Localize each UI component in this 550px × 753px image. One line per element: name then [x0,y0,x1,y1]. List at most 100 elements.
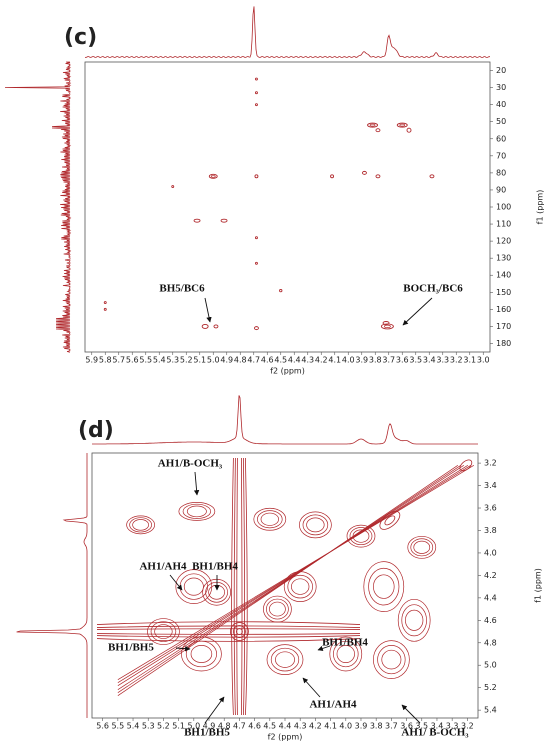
y-tick-label: 4.8 [484,638,497,647]
annotation-arrow [204,297,212,323]
x-tick-label: 3.7 [385,722,398,731]
contour [413,540,431,554]
contour [375,174,381,179]
annotation-arrow [401,704,421,724]
contour [363,561,405,612]
y-tick-label: 140 [496,271,511,280]
x-tick-label: 4.3 [301,356,314,365]
y-tick-label: 100 [496,203,511,212]
contour [233,457,246,716]
contour [182,503,212,519]
contour [270,647,300,672]
contour [178,502,216,521]
x-tick-label: 3.6 [400,722,413,731]
contour [132,519,149,531]
annotation: AH1/AH4 [139,561,187,573]
y-tick-label: 130 [496,254,511,263]
contour [254,326,259,331]
contour [255,261,258,265]
x-tick-label: 5.3 [166,356,179,365]
contour [406,127,412,133]
y-tick-label: 80 [496,168,506,177]
contour [255,77,258,81]
x-tick-label: 4.4 [279,722,292,731]
contour [236,457,243,716]
x-tick-label: 5.6 [126,356,139,365]
contour [117,465,472,693]
contour [377,645,406,675]
x-tick-label: 3.9 [355,722,368,731]
y-tick-label: 5.2 [484,683,497,692]
contour [126,515,155,535]
y-tick-label: 5.0 [484,661,497,670]
contour [397,598,431,642]
contour [379,510,401,530]
x-tick-label: 4.8 [218,722,231,731]
annotation: BH5/BC6 [159,283,205,295]
contour [129,517,152,533]
contour [266,644,304,675]
annotation: AH1/AH4 [309,699,357,711]
contour [266,598,289,620]
annotation-arrow [193,471,200,496]
y-tick-label: 3.4 [484,481,497,490]
annotation: BH1/BH4 [192,561,238,573]
x-tick-label: 4.1 [328,356,341,365]
x-tick-label: 3.3 [446,722,459,731]
x-tick-label: 3.7 [382,356,395,365]
contour [373,640,410,679]
annotation-arrow [402,297,433,326]
x-tick-label: 4.9 [203,722,216,731]
contour [154,624,173,639]
y-tick-label: 3.6 [484,504,497,513]
contour [459,459,473,472]
contour [190,645,213,663]
x-tick-label: 3.9 [355,356,368,365]
spectrum-trace [16,453,88,718]
x-tick-label: 4.2 [309,722,322,731]
x-tick-label: 5.4 [127,722,140,731]
plot-frame [84,61,491,353]
x-tick-label: 3.4 [431,722,444,731]
x-tick-label: 5.6 [96,722,109,731]
x-tick-label: 5.9 [85,356,98,365]
contour [260,512,279,526]
y-tick-label: 60 [496,134,506,143]
contour [384,515,396,526]
contour [287,574,313,599]
y-tick-label: 160 [496,305,511,314]
annotation-arrow [317,645,331,652]
x-tick-label: 5.8 [99,356,112,365]
y-tick-label: 4.6 [484,616,497,625]
contour [373,574,395,599]
contour [407,535,437,559]
contour [362,170,367,175]
contour [254,174,259,179]
panel-label: (d) [78,418,114,443]
panel-label: (c) [64,25,97,50]
contour [349,527,373,546]
x-tick-label: 4.0 [342,356,355,365]
y-tick-label: 5.4 [484,706,497,715]
contour [384,324,391,329]
y-tick-label: 70 [496,151,506,160]
x-tick-label: 3.8 [370,722,383,731]
contour [368,567,400,606]
y-tick-label: 110 [496,220,511,229]
contour [117,465,475,696]
annotation: BH1/BH5 [184,727,230,739]
contour [369,123,376,127]
contour [329,636,363,672]
x-tick-label: 5.7 [112,356,125,365]
contour [147,618,180,645]
contour [208,173,218,179]
contour [210,174,216,178]
x-tick-label: 4.5 [274,356,287,365]
y-tick-label: 20 [496,66,506,75]
y-tick-label: 3.2 [484,459,497,468]
contour [213,324,219,329]
x-tick-label: 5.1 [172,722,185,731]
contour [330,174,334,179]
x-tick-label: 3.5 [409,356,422,365]
